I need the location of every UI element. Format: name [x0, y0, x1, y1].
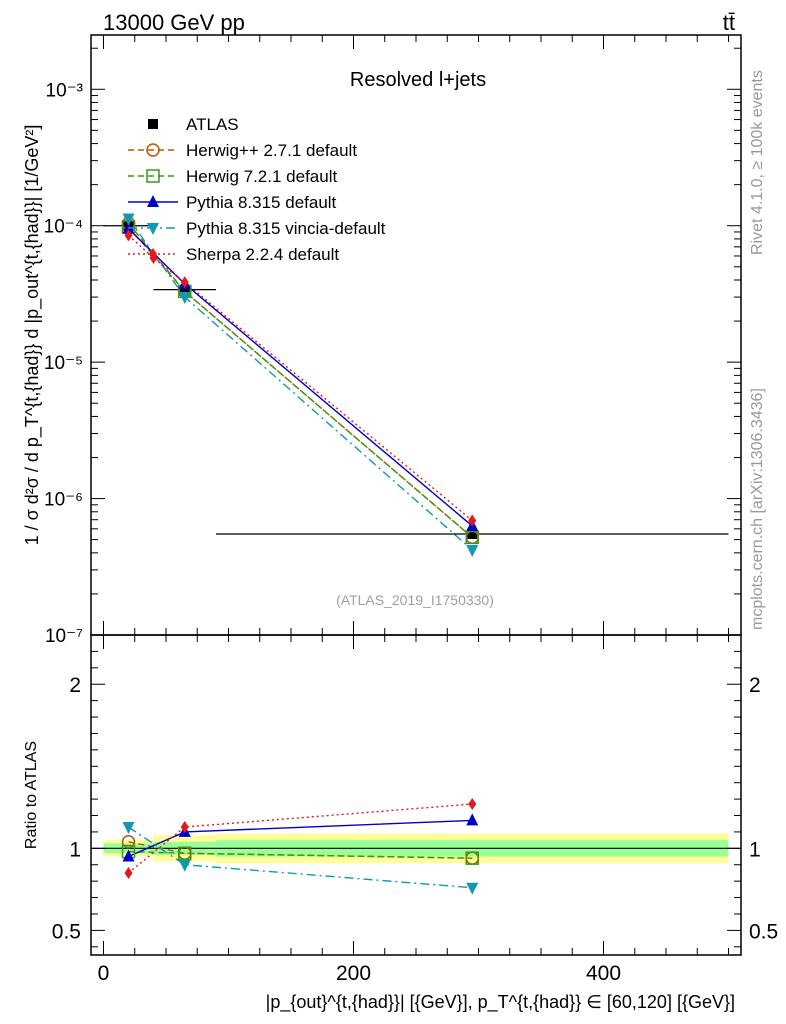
rivet-label: Rivet 4.1.0, ≥ 100k events [749, 70, 766, 255]
ratio-series-point [180, 821, 189, 833]
ratio-frame [90, 634, 742, 956]
legend-marker [149, 248, 157, 260]
ratio-panel: Ratio to ATLAS |p_{out}^{t,{had}}| [{GeV… [23, 634, 778, 1013]
legend-label: Herwig++ 2.7.1 default [186, 141, 357, 160]
legend-label: Pythia 8.315 default [186, 193, 337, 212]
legend-marker [146, 169, 160, 183]
main-panel: Resolved l+jets (ATLAS_2019_I1750330) 1 … [22, 34, 742, 647]
ratio-y-tick-label-right: 1 [749, 838, 761, 861]
ratio-ylabel: Ratio to ATLAS [23, 741, 40, 849]
ratio-series-point [122, 822, 135, 834]
ratio-series-point [122, 849, 135, 862]
ratio-x-tick-label: 200 [336, 962, 371, 985]
y-tick-label: 10⁻⁴ [44, 217, 83, 238]
ratio-series-point [124, 866, 133, 879]
legend: ATLAS Herwig++ 2.7.1 default Herwig 7.2.1 … [128, 115, 386, 264]
main-ylabel: 1 / σ d²σ / d p_T^{t,{had}} d |p_out^{t,… [22, 125, 43, 546]
series-line [127, 218, 473, 551]
data-point [467, 528, 478, 539]
ratio-series-point [468, 798, 477, 811]
ratio-series-point [465, 851, 479, 865]
y-tick-label: 10⁻⁶ [44, 490, 83, 511]
ratio-series-point [466, 882, 479, 895]
series-point [124, 229, 133, 242]
data-point [179, 284, 190, 295]
legend-marker [146, 143, 160, 157]
legend-label: Herwig 7.2.1 default [186, 167, 337, 186]
main-title: Resolved l+jets [350, 69, 486, 91]
ratio-y-tick-label-right: 0.5 [749, 920, 778, 943]
legend-marker [148, 119, 158, 129]
legend-label: Pythia 8.315 vincia-default [186, 219, 386, 238]
ratio-series-line [128, 826, 473, 889]
series-point [466, 544, 479, 557]
ratio-xlabel: |p_{out}^{t,{had}}| [{GeV}], p_T^{t,{had… [266, 992, 735, 1013]
ratio-y-tick-label: 2 [69, 674, 81, 697]
ratio-y-tick-label-right: 2 [749, 674, 761, 697]
series-line [127, 222, 473, 538]
ratio-x-tick-label: 0 [98, 962, 110, 985]
legend-label: Sherpa 2.2.4 default [186, 245, 339, 264]
series-point [122, 213, 135, 226]
ratio-series-point [178, 846, 192, 861]
series-line [128, 228, 473, 527]
legend-marker [147, 223, 159, 235]
energy-label: 13000 GeV pp [103, 10, 245, 35]
ratio-x-tick-label: 400 [586, 962, 621, 985]
y-tick-label: 10⁻⁷ [45, 626, 83, 647]
series-point [465, 530, 479, 545]
ratio-y-tick-label: 0.5 [52, 920, 81, 943]
series-point [468, 514, 477, 527]
ratio-series-point [178, 859, 191, 872]
ratio-series-point [121, 835, 136, 849]
reference-label: (ATLAS_2019_I1750330) [336, 592, 494, 608]
series-line [128, 234, 473, 522]
legend-marker [147, 195, 159, 207]
series-point [178, 292, 191, 305]
process-label: tt̄ [723, 10, 735, 35]
y-tick-label: 10⁻⁵ [44, 353, 83, 374]
series-point [180, 276, 189, 289]
ratio-series-point [466, 813, 479, 826]
y-tick-label: 10⁻³ [46, 80, 84, 101]
legend-label: ATLAS [186, 115, 239, 134]
mcplots-label: mcplots.cern.ch [arXiv:1306.3436] [749, 388, 766, 630]
ratio-y-tick-label: 1 [69, 838, 81, 861]
